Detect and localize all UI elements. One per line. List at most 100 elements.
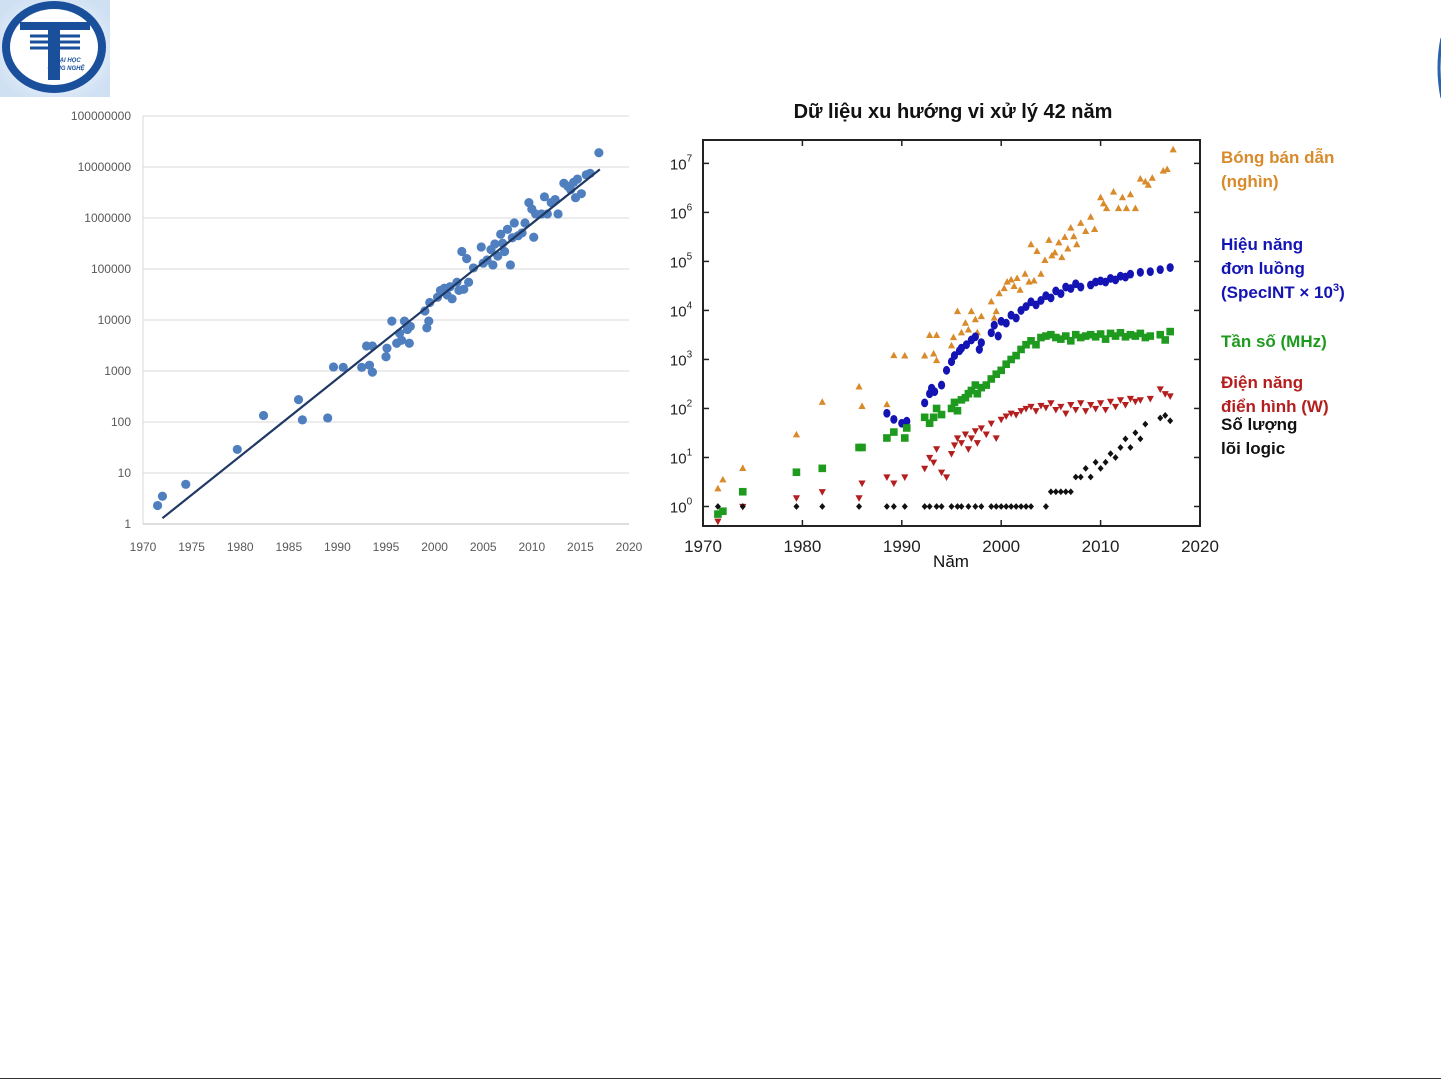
- chart1-data-point: [152, 500, 163, 511]
- chart2-point-single-thread: [1037, 296, 1045, 305]
- chart2-point-frequency: [1131, 332, 1140, 340]
- chart2-point-transistors: [1077, 219, 1085, 226]
- chart2-point-frequency: [792, 468, 801, 477]
- chart1-y-tick-label: 100000: [91, 262, 131, 276]
- chart2-point-cores: [1097, 464, 1104, 472]
- chart1-data-point: [576, 189, 586, 199]
- chart2-point-transistors: [1010, 282, 1018, 289]
- chart1-data-point: [181, 479, 191, 489]
- chart2-point-frequency: [719, 507, 727, 516]
- chart2-point-transistors: [1058, 253, 1066, 261]
- chart2-point-cores: [965, 503, 972, 510]
- chart2-point-frequency: [977, 383, 986, 392]
- chart2-point-frequency: [953, 406, 962, 415]
- chart2-point-single-thread: [1032, 300, 1040, 310]
- chart2-point-frequency: [1017, 345, 1025, 354]
- chart2-point-cores: [993, 503, 1000, 510]
- chart2-point-frequency: [900, 434, 909, 442]
- chart2-point-power: [1087, 401, 1095, 409]
- chart2-point-frequency: [1012, 351, 1020, 360]
- chart2-x-tick-label: 2010: [1082, 537, 1120, 556]
- chart1-data-point: [496, 229, 506, 239]
- chart2-point-power: [932, 446, 941, 453]
- chart2-point-single-thread: [1047, 293, 1055, 303]
- chart1-x-tick-label: 1990: [324, 540, 351, 554]
- chart2-y-tick-label: 107: [670, 153, 693, 173]
- chart1-data-point: [396, 335, 407, 345]
- chart1-data-point: [476, 242, 486, 252]
- chart2-point-transistors: [971, 315, 979, 323]
- chart2-point-transistors: [1021, 270, 1029, 277]
- chart2-point-single-thread: [990, 320, 998, 330]
- chart1-data-point: [293, 394, 304, 405]
- chart1-y-tick-label: 10000: [98, 313, 132, 327]
- chart2-point-cores: [1042, 503, 1049, 510]
- chart2-point-power: [1067, 401, 1075, 409]
- chart2-point-power: [1037, 402, 1045, 410]
- chart2-point-transistors: [1141, 177, 1149, 185]
- chart2-point-frequency: [1126, 330, 1135, 339]
- chart2-point-cores: [954, 503, 961, 510]
- chart2-point-single-thread: [883, 408, 891, 418]
- chart1-y-tick-label: 1000000: [84, 211, 131, 225]
- chart2-y-tick-label: 101: [670, 447, 693, 467]
- chart1-data-point: [338, 362, 348, 372]
- chart2-point-single-thread: [931, 387, 939, 397]
- chart2-point-cores: [1127, 444, 1134, 451]
- chart2-point-frequency: [1037, 333, 1045, 342]
- chart2-point-transistors: [1091, 225, 1099, 232]
- chart2-point-frequency: [902, 424, 911, 432]
- chart1-trendline: [161, 168, 601, 520]
- chart2-point-frequency: [1057, 335, 1065, 343]
- chart2-point-power: [1017, 408, 1025, 415]
- chart2-point-frequency: [961, 393, 970, 402]
- chart2-point-power: [1111, 403, 1120, 411]
- chart2-point-frequency: [1156, 330, 1165, 339]
- chart1-data-point: [157, 491, 168, 501]
- chart2-point-transistors: [957, 328, 966, 336]
- chart2-point-power: [921, 465, 929, 473]
- chart2-point-cores: [1003, 503, 1010, 510]
- chart2-x-tick-label: 1980: [783, 537, 821, 556]
- chart2-point-frequency: [997, 366, 1005, 375]
- chart2-point-cores: [1057, 488, 1064, 496]
- chart2-point-frequency: [982, 381, 991, 389]
- chart2-point-transistors: [714, 484, 722, 492]
- chart2-point-single-thread: [950, 351, 959, 360]
- chart2-point-transistors: [1055, 238, 1063, 246]
- chart2-point-power: [855, 495, 863, 502]
- chart1-data-point: [594, 148, 604, 158]
- chart1-data-point: [424, 316, 434, 326]
- chart2-point-power: [997, 416, 1005, 424]
- chart2-point-transistors: [1003, 278, 1011, 285]
- chart2-point-transistors: [1122, 204, 1131, 212]
- chart2-point-power: [1077, 400, 1085, 407]
- chart2-point-single-thread: [937, 380, 946, 390]
- chart2-point-power: [930, 459, 938, 467]
- chart2-point-cores: [926, 503, 933, 510]
- chart1-data-point: [232, 444, 242, 455]
- chart1-data-point: [382, 343, 392, 353]
- chart1-data-point: [447, 294, 457, 304]
- chart2-point-power: [950, 442, 959, 449]
- chart2-point-transistors: [1136, 175, 1144, 182]
- chart2-point-power: [1126, 395, 1135, 403]
- chart2-legend: Bóng bán dẫn (nghìn) Hiệu năng đơn luồng (Sp…: [1221, 148, 1345, 458]
- chart2-point-power: [1057, 403, 1065, 411]
- chart1-data-point: [404, 338, 414, 348]
- chart2-point-cores: [1167, 417, 1174, 425]
- chart2-point-transistors: [1000, 284, 1008, 292]
- chart1-data-point: [258, 410, 269, 421]
- chart2-point-power: [967, 435, 975, 442]
- chart1-x-tick-label: 2010: [518, 540, 545, 554]
- chart2-point-power: [953, 435, 962, 442]
- chart2-point-transistors: [1131, 204, 1139, 212]
- legend-power: Điện năng: [1221, 373, 1303, 392]
- chart2-point-frequency: [1146, 332, 1155, 340]
- chart1-data-point: [420, 306, 430, 316]
- chart2-point-cores: [1142, 420, 1149, 428]
- chart2-point-power: [1062, 410, 1070, 418]
- chart2-point-transistors: [739, 464, 747, 471]
- chart2-point-frequency: [1027, 337, 1035, 345]
- chart2-point-transistors: [1041, 256, 1049, 263]
